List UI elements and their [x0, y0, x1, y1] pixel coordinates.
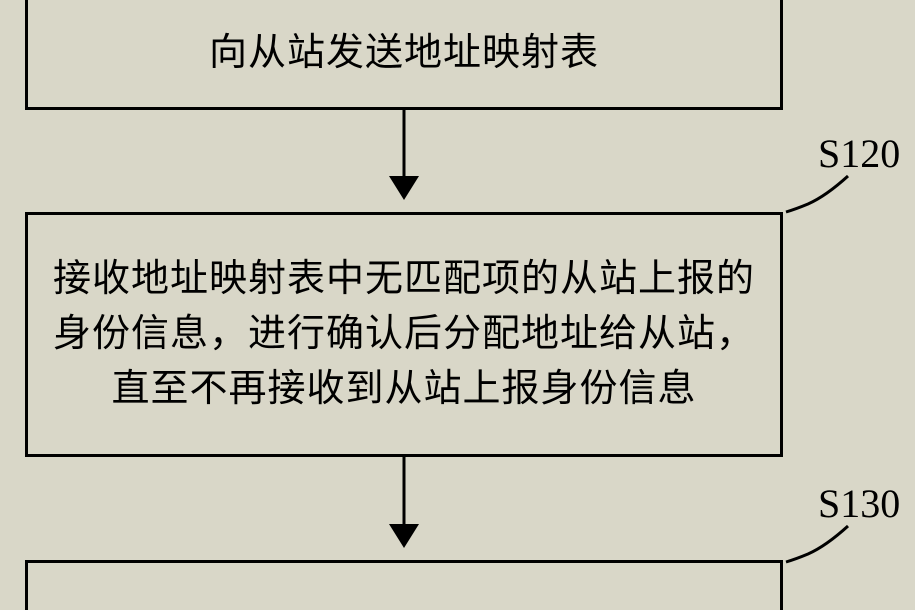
- flow-node-text-n2: 接收地址映射表中无匹配项的从站上报的身份信息，进行确认后分配地址给从站，直至不再…: [52, 252, 756, 417]
- top-tick: [780, 0, 783, 12]
- step-label-l2: S130: [818, 480, 900, 527]
- flow-node-n3: [25, 560, 783, 610]
- flow-node-n2: 接收地址映射表中无匹配项的从站上报的身份信息，进行确认后分配地址给从站，直至不再…: [25, 212, 783, 457]
- step-label-l1: S120: [818, 130, 900, 177]
- flow-node-n1: 向从站发送地址映射表: [25, 0, 783, 110]
- flow-node-text-n1: 向从站发送地址映射表: [209, 26, 599, 81]
